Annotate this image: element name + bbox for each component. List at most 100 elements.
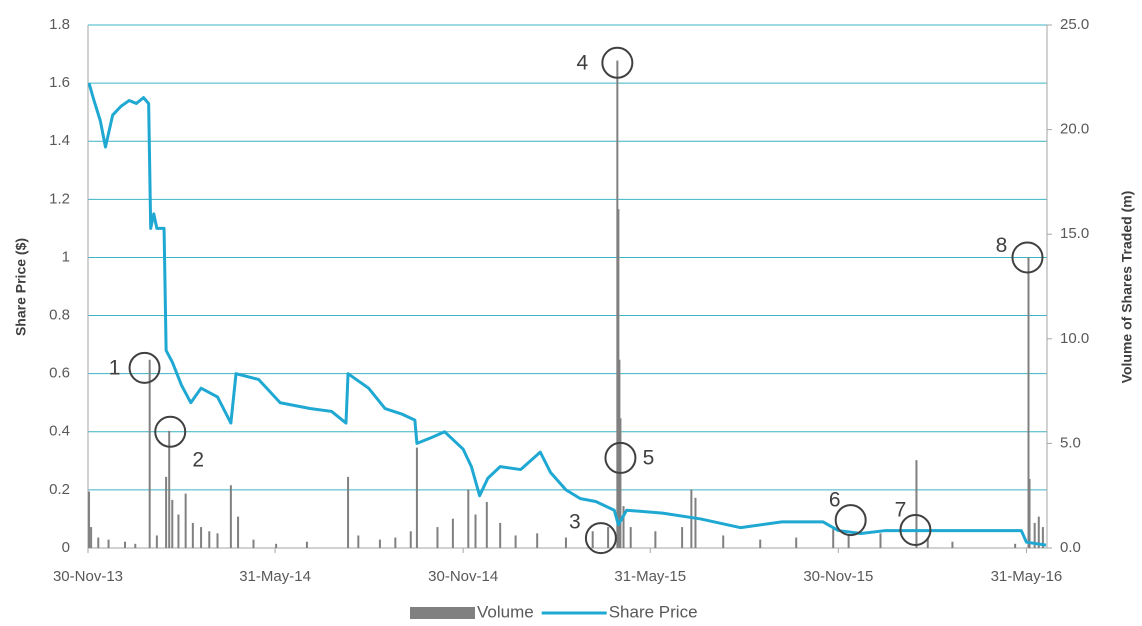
annotation-label: 3 [569, 511, 581, 534]
y-tick-label: 1.4 [49, 132, 70, 149]
volume-bar [1041, 527, 1044, 548]
volume-bar [474, 514, 477, 548]
volume-bar [155, 535, 158, 548]
annotation-circle [128, 351, 161, 384]
x-tick-label: 31-May-14 [239, 568, 311, 585]
volume-bar [184, 493, 187, 548]
annotation-circle [601, 46, 634, 79]
volume-bar [436, 527, 439, 548]
volume-bar [1014, 543, 1017, 548]
volume-bar [616, 60, 619, 549]
x-tick-label: 30-Nov-15 [803, 568, 873, 585]
y-tick-label: 1.6 [49, 74, 70, 91]
y-tick-label: 1.8 [49, 16, 70, 33]
annotation-label: 7 [895, 499, 907, 522]
volume-bar [177, 514, 180, 548]
annotation-circle [154, 415, 187, 448]
volume-bar [622, 506, 625, 548]
y-tick-label: 1 [62, 248, 70, 265]
volume-bar [409, 531, 412, 548]
volume-bar [200, 527, 203, 548]
y2-tick-label: 10.0 [1060, 330, 1089, 347]
volume-bar [275, 543, 278, 548]
volume-bar [347, 476, 350, 548]
volume-bar [1037, 516, 1040, 548]
annotation-circle [1011, 241, 1044, 274]
y2-tick-label: 25.0 [1060, 16, 1089, 33]
volume-bar [97, 537, 100, 548]
volume-bar [759, 539, 762, 548]
volume-bar [148, 359, 151, 548]
annotation-label: 4 [577, 51, 589, 74]
annotation-label: 6 [829, 489, 841, 512]
annotation-label: 5 [643, 446, 655, 469]
volume-bar [216, 533, 219, 548]
y-tick-label: 0.2 [49, 481, 70, 498]
volume-bar [832, 529, 835, 548]
volume-bar [694, 497, 697, 548]
volume-bar [618, 359, 621, 548]
y-tick-label: 0.8 [49, 307, 70, 324]
volume-bar [134, 543, 137, 548]
volume-bar [879, 533, 882, 548]
volume-bar [467, 489, 470, 548]
y2-tick-label: 5.0 [1060, 434, 1081, 451]
volume-bar [926, 537, 929, 548]
volume-bar [305, 541, 308, 548]
y-tick-label: 0 [62, 539, 70, 556]
volume-bar [1033, 522, 1036, 548]
annotation-label: 1 [109, 356, 121, 379]
volume-bar [171, 499, 174, 548]
y-tick-label: 0.6 [49, 365, 70, 382]
y2-tick-label: 15.0 [1060, 225, 1089, 242]
annotation-label: 8 [996, 234, 1008, 257]
volume-bar [208, 531, 211, 548]
volume-bar [485, 501, 488, 548]
volume-bar [795, 537, 798, 548]
y-tick-label: 0.4 [49, 423, 70, 440]
y2-tick-label: 20.0 [1060, 121, 1089, 138]
volume-bar [1028, 478, 1031, 548]
legend-label: Share Price [609, 602, 698, 621]
x-tick-label: 30-Nov-14 [428, 568, 498, 585]
volume-bar [191, 522, 194, 548]
volume-bar [607, 527, 610, 548]
y2-axis-title: Volume of Shares Traded (m) [1119, 191, 1135, 384]
annotation-circle [834, 504, 867, 537]
annotation-circle [604, 441, 637, 474]
volume-bar [451, 518, 454, 548]
volume-bar [951, 541, 954, 548]
volume-bar [847, 535, 850, 548]
y2-tick-label: 0.0 [1060, 539, 1081, 556]
volume-bar [237, 516, 240, 548]
volume-bar [357, 535, 360, 548]
x-tick-label: 31-May-15 [614, 568, 686, 585]
legend-swatch [410, 607, 475, 619]
volume-bar [124, 541, 127, 548]
volume-bar [536, 533, 539, 548]
volume-bar [564, 537, 567, 548]
volume-bar [378, 539, 381, 548]
volume-bar [654, 531, 657, 548]
volume-bar [88, 491, 91, 548]
legend-label: Volume [477, 602, 534, 621]
annotation-circle [899, 513, 932, 546]
x-tick-label: 31-May-16 [991, 568, 1063, 585]
volume-bar [165, 476, 168, 548]
volume-bar [107, 539, 110, 548]
volume-bar [629, 527, 632, 548]
volume-bar [229, 485, 232, 548]
price-line [87, 82, 1047, 547]
x-tick-label: 30-Nov-13 [53, 568, 123, 585]
volume-bar [394, 537, 397, 548]
y-axis-title: Share Price ($) [13, 238, 29, 336]
volume-bar [722, 535, 725, 548]
volume-bar [252, 539, 255, 548]
y-tick-label: 1.2 [49, 190, 70, 207]
volume-bar [915, 460, 918, 548]
volume-bar [168, 430, 171, 548]
volume-bar [619, 418, 622, 548]
volume-bar [591, 531, 594, 548]
